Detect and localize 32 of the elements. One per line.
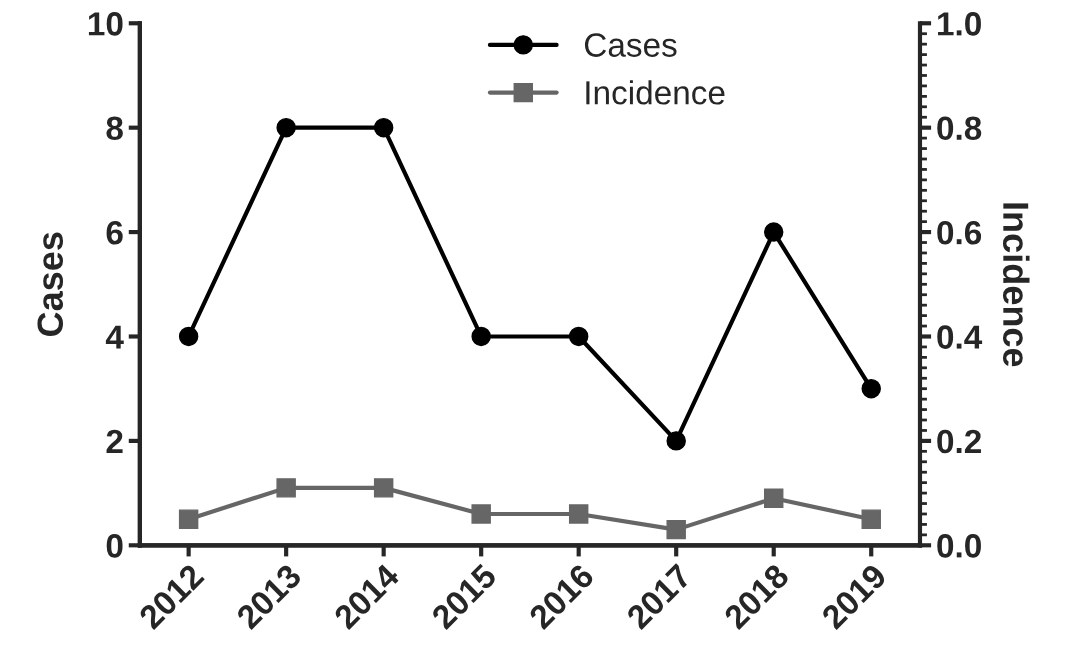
y-axis-title: Cases — [37, 232, 64, 337]
y-tick-label: 0 — [106, 534, 123, 558]
y-tick-label: 8 — [106, 116, 123, 141]
point — [568, 326, 589, 347]
y2-tick-label: 0.0 — [937, 534, 981, 558]
point — [471, 504, 491, 524]
y2-tick-label: 0.6 — [937, 220, 982, 245]
y2-axis-title: Incidence — [1002, 203, 1030, 367]
y-tick-label: 6 — [106, 220, 123, 245]
point — [861, 509, 881, 529]
y2-tick-label: 0.8 — [937, 116, 982, 141]
y-tick-label: 4 — [105, 325, 124, 349]
point — [666, 519, 686, 540]
point — [373, 478, 394, 498]
y-tick-label: 2 — [106, 429, 123, 453]
point — [373, 117, 394, 138]
point — [276, 478, 296, 498]
point — [276, 117, 296, 138]
point — [666, 431, 686, 451]
point — [178, 509, 199, 529]
y2-tick-label: 0.2 — [937, 429, 981, 454]
y-tick-label: 10 — [88, 12, 123, 36]
point — [763, 222, 784, 242]
y2-tick-label: 1.0 — [938, 12, 981, 36]
legend-label: Cases — [584, 33, 677, 57]
point — [178, 326, 199, 347]
y2-tick-label: 0.4 — [937, 325, 983, 349]
legend-label: Incidence — [586, 80, 725, 105]
point — [861, 378, 881, 399]
point — [763, 488, 784, 509]
point — [568, 504, 589, 524]
point — [471, 326, 491, 347]
